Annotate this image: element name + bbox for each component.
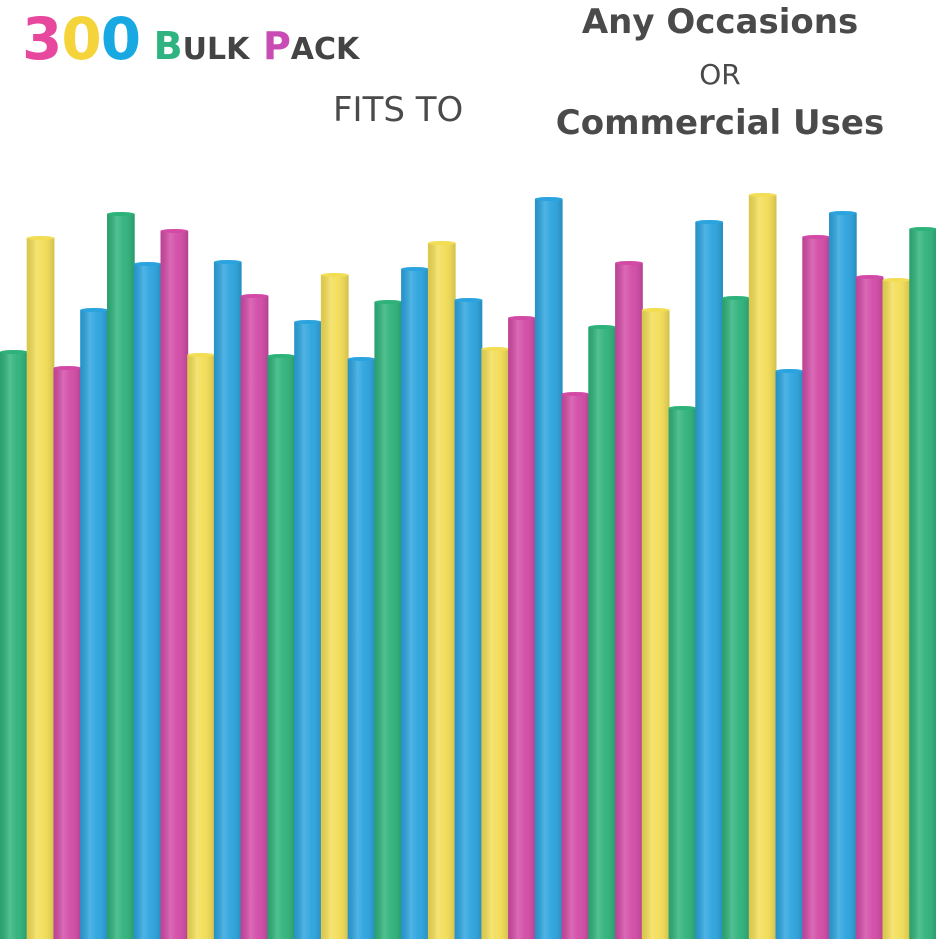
- straw-blue: [294, 320, 322, 939]
- straw-green: [909, 227, 936, 939]
- straw-pink: [615, 261, 643, 939]
- straw-green: [374, 300, 403, 939]
- commercial-uses-text: Commercial Uses: [555, 103, 885, 143]
- straw-yellow: [320, 273, 349, 939]
- straw-yellow: [748, 193, 777, 939]
- straw-pink: [855, 275, 884, 939]
- straw-green: [722, 296, 750, 939]
- headline-cap-p: P: [262, 24, 291, 68]
- straw-blue: [213, 260, 242, 939]
- straw-yellow: [882, 278, 911, 939]
- straw-yellow: [26, 236, 55, 939]
- headline-digit-3: 3: [22, 5, 62, 73]
- straw-pink: [508, 316, 536, 939]
- straw-green: [668, 406, 697, 939]
- headline-rest-ulk: ULK: [182, 32, 250, 67]
- fits-to-text: FITS TO: [333, 90, 464, 130]
- headline-word-bulk: BULK: [154, 24, 250, 68]
- straw-yellow: [427, 241, 456, 939]
- headline-rest-ack: ACK: [290, 32, 360, 67]
- straw-pink: [240, 294, 269, 939]
- headline-300-bulk-pack: 300 BULK PACK: [22, 10, 359, 68]
- straw-pink: [561, 392, 590, 939]
- straw-green: [267, 354, 296, 939]
- straw-green: [588, 325, 617, 939]
- straw-blue: [80, 308, 108, 939]
- straw-blue: [454, 298, 483, 939]
- occasions-block: Any Occasions OR Commercial Uses: [540, 0, 900, 143]
- headline-digit-0a: 0: [61, 5, 101, 73]
- straw-yellow: [187, 353, 216, 939]
- straw-blue: [534, 197, 563, 939]
- straw-pink: [160, 229, 189, 939]
- straw-blue: [775, 369, 804, 939]
- straw-blue: [401, 267, 429, 939]
- any-occasions-text: Any Occasions: [581, 2, 859, 42]
- straw-blue: [347, 357, 376, 939]
- straw-pink: [53, 366, 82, 939]
- straw-blue: [695, 220, 724, 939]
- straw-blue: [829, 211, 857, 939]
- straw-yellow: [641, 308, 670, 939]
- straw-yellow: [481, 347, 510, 939]
- headline-word-pack: PACK: [263, 24, 359, 68]
- headline-digit-0b: 0: [100, 5, 141, 73]
- straw-green: [0, 350, 28, 939]
- or-text: OR: [699, 58, 741, 91]
- straw-pink: [802, 235, 831, 939]
- straw-green: [106, 212, 135, 939]
- headline-cap-b: B: [153, 24, 183, 68]
- straw-blue: [133, 262, 162, 939]
